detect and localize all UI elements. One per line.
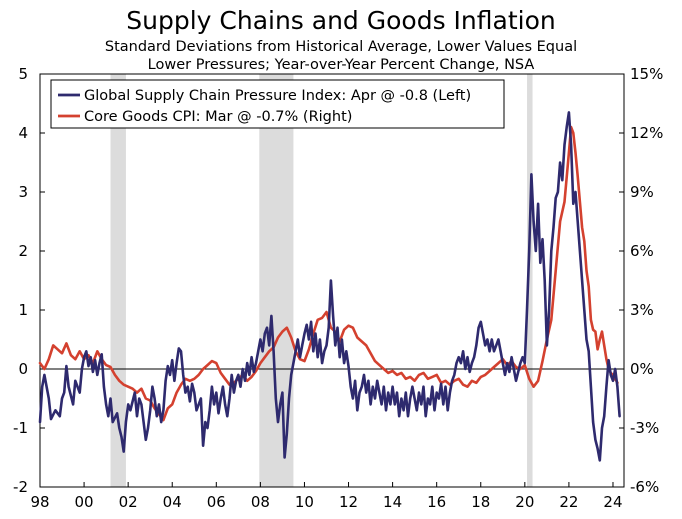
x-tick-label: 08 bbox=[251, 493, 270, 511]
plot-frame bbox=[39, 73, 625, 488]
chart-title: Supply Chains and Goods Inflation bbox=[126, 6, 556, 35]
y-right-tick-label: 9% bbox=[630, 183, 654, 201]
y-left-tick-label: 3 bbox=[18, 183, 28, 201]
recession-shading-group bbox=[110, 74, 533, 487]
recession-band-2 bbox=[527, 74, 533, 487]
y-right-tick-label: -3% bbox=[630, 419, 659, 437]
x-tick-label: 04 bbox=[163, 493, 182, 511]
y-right-tick-label: 15% bbox=[630, 65, 663, 83]
y-right-tick-label: 0% bbox=[630, 360, 654, 378]
y-right-tick-label: 6% bbox=[630, 242, 654, 260]
y-left-tick-label: 4 bbox=[18, 124, 28, 142]
y-left-tick-label: -2 bbox=[13, 478, 28, 496]
x-tick-label: 20 bbox=[515, 493, 534, 511]
legend: Global Supply Chain Pressure Index: Apr … bbox=[50, 79, 505, 129]
y-left-tick-label: 5 bbox=[18, 65, 28, 83]
y-left-tick-label: 1 bbox=[18, 301, 28, 319]
series-lines-group bbox=[38, 111, 621, 462]
core-goods-cpi-series-line bbox=[38, 125, 619, 422]
x-tick-label: 14 bbox=[383, 493, 402, 511]
chart-subtitle-line-1: Standard Deviations from Historical Aver… bbox=[104, 39, 578, 55]
legend-label-1: Core Goods CPI: Mar @ -0.7% (Right) bbox=[84, 109, 352, 125]
x-tick-label: 98 bbox=[30, 493, 49, 511]
legend-label-0: Global Supply Chain Pressure Index: Apr … bbox=[84, 88, 471, 104]
y-right-tick-label: 3% bbox=[630, 301, 654, 319]
y-right-tick-label: 12% bbox=[630, 124, 663, 142]
x-tick-label: 06 bbox=[207, 493, 226, 511]
legend-box bbox=[50, 79, 505, 129]
y-left-tick-label: -1 bbox=[13, 419, 28, 437]
chart-subtitle-line-2: Lower Pressures; Year-over-Year Percent … bbox=[147, 57, 535, 73]
x-tick-label: 02 bbox=[119, 493, 138, 511]
x-tick-label: 00 bbox=[75, 493, 94, 511]
y-left-tick-label: 0 bbox=[18, 360, 28, 378]
y-left-tick-label: 2 bbox=[18, 242, 28, 260]
gscpi-series-line bbox=[38, 111, 621, 462]
x-tick-label: 18 bbox=[471, 493, 490, 511]
x-tick-label: 12 bbox=[339, 493, 358, 511]
x-tick-label: 24 bbox=[603, 493, 622, 511]
x-tick-label: 16 bbox=[427, 493, 446, 511]
y-right-tick-label: -6% bbox=[630, 478, 659, 496]
x-tick-label: 10 bbox=[295, 493, 314, 511]
x-tick-label: 22 bbox=[559, 493, 578, 511]
